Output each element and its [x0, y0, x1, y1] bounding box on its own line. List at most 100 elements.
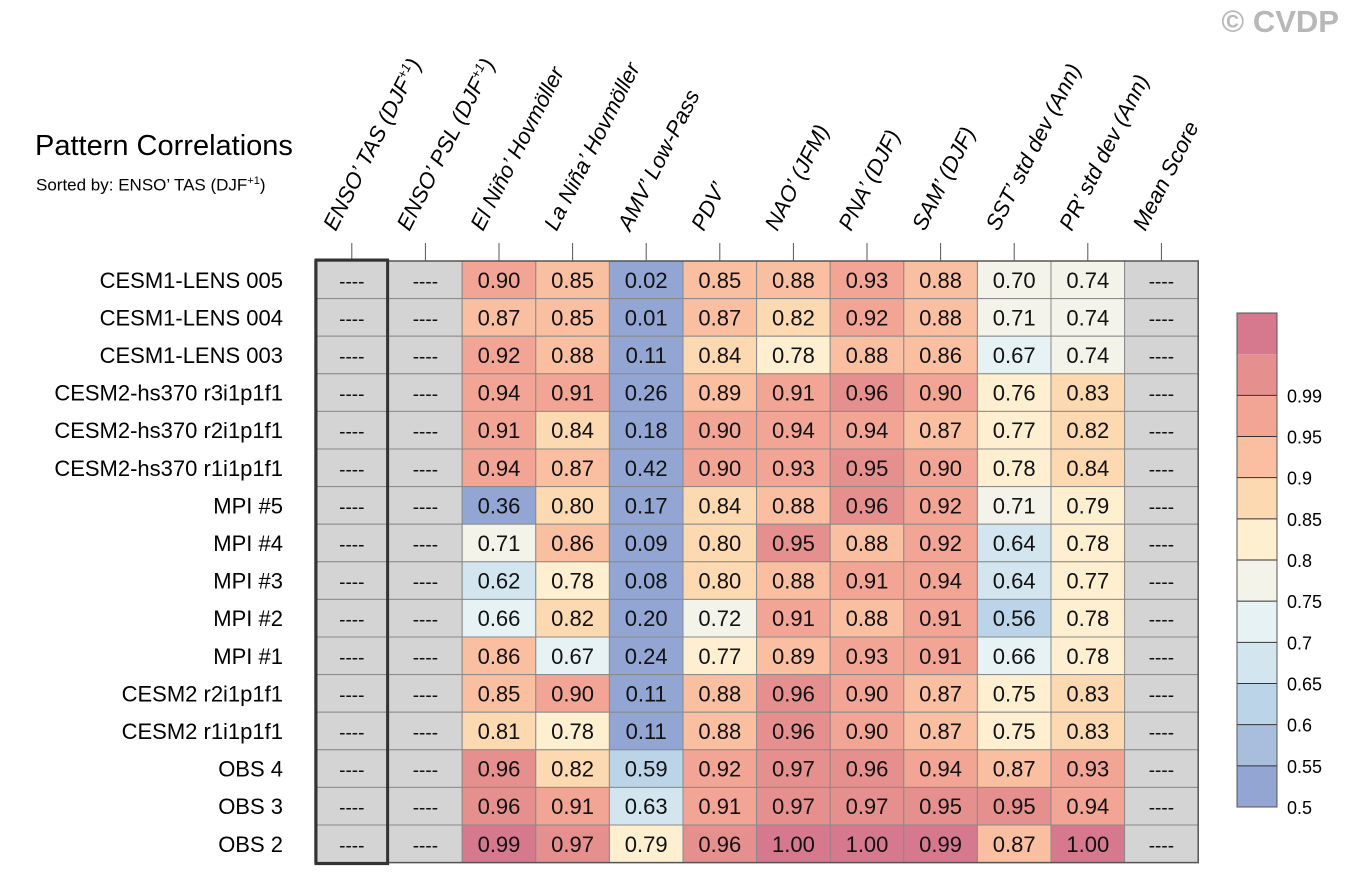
- cell-value: 0.96: [772, 681, 815, 706]
- heatmap-cell: [1050, 260, 1126, 300]
- heatmap-cell: [608, 674, 684, 713]
- cell-value: 0.42: [625, 456, 668, 481]
- heatmap-cell: [388, 448, 463, 488]
- cell-value: 0.88: [846, 606, 889, 631]
- cell-missing-label: ----: [413, 573, 438, 594]
- chart-subtitle: Sorted by: ENSO’ TAS (DJF+1): [36, 175, 266, 196]
- heatmap-cell: [1050, 598, 1126, 638]
- heatmap-cell: [1050, 711, 1126, 751]
- colorbar-label: 0.75: [1287, 592, 1322, 612]
- heatmap-cell: [682, 486, 758, 525]
- cell-value: 0.95: [772, 531, 815, 556]
- cell-missing-label: ----: [413, 685, 438, 706]
- cell-value: 0.82: [551, 757, 594, 782]
- cell-missing-label: ----: [413, 610, 438, 631]
- heatmap-cell: [461, 711, 537, 751]
- colorbar-segment: [1237, 765, 1277, 807]
- cell-value: 0.85: [478, 681, 521, 706]
- cell-missing-label: ----: [413, 385, 438, 406]
- row-label: CESM1-LENS 005: [100, 268, 283, 293]
- heatmap-cell: [388, 523, 463, 563]
- heatmap-cell: [903, 373, 978, 412]
- cell-value: 0.91: [919, 606, 962, 631]
- cell-missing-label: ----: [413, 272, 438, 293]
- cell-missing-label: ----: [413, 836, 438, 857]
- sorted-column-highlight: [314, 258, 390, 866]
- cell-value: 0.92: [698, 757, 741, 782]
- heatmap-cell: [903, 598, 978, 638]
- cell-value: 0.94: [919, 757, 962, 782]
- heatmap-cell: [535, 373, 610, 412]
- cell-missing-label: ----: [339, 535, 364, 556]
- cell-missing-label: ----: [1149, 761, 1174, 782]
- heatmap-cell: [314, 711, 390, 751]
- heatmap-cell: [461, 373, 537, 412]
- cell-value: 0.88: [698, 719, 741, 744]
- heatmap-cell: [461, 410, 537, 450]
- cell-value: 0.93: [1066, 757, 1109, 782]
- column-header: SAM’ (DJF): [907, 123, 980, 235]
- cell-missing-label: ----: [1149, 497, 1174, 518]
- cell-value: 0.64: [993, 569, 1036, 594]
- heatmap-cell: [903, 298, 978, 337]
- cell-value: 0.94: [1066, 794, 1109, 819]
- cell-value: 0.92: [919, 531, 962, 556]
- heatmap-cell: [608, 410, 684, 450]
- heatmap-cell: [314, 749, 390, 788]
- cell-value: 0.75: [993, 719, 1036, 744]
- cell-missing-label: ----: [339, 761, 364, 782]
- cell-value: 0.87: [993, 832, 1036, 857]
- row-label: CESM2-hs370 r2i1p1f1: [54, 418, 283, 443]
- heatmap-cell: [756, 373, 831, 412]
- cell-value: 0.99: [478, 832, 521, 857]
- cell-value: 0.83: [1066, 381, 1109, 406]
- cell-value: 0.97: [846, 794, 889, 819]
- cell-value: 0.91: [919, 644, 962, 669]
- heatmap-cell: [461, 636, 537, 676]
- heatmap-cell: [535, 786, 610, 826]
- cell-value: 0.87: [993, 757, 1036, 782]
- cell-missing-label: ----: [1149, 385, 1174, 406]
- cell-value: 0.66: [478, 606, 521, 631]
- heatmap-cell: [903, 448, 978, 488]
- heatmap-cell: [829, 636, 905, 676]
- cell-value: 0.24: [625, 644, 668, 669]
- heatmap-cell: [756, 824, 831, 864]
- heatmap-cell: [535, 335, 610, 375]
- cell-value: 0.67: [993, 343, 1036, 368]
- heatmap-cell: [388, 486, 463, 525]
- cell-value: 0.94: [919, 569, 962, 594]
- cell-missing-label: ----: [413, 422, 438, 443]
- cell-missing-label: ----: [413, 460, 438, 481]
- cell-value: 0.66: [993, 644, 1036, 669]
- subtitle-superscript: +1: [247, 175, 260, 187]
- heatmap-cell: [1050, 486, 1126, 525]
- heatmap-cell: [314, 561, 390, 600]
- cell-value: 0.70: [993, 268, 1036, 293]
- heatmap-cell: [608, 749, 684, 788]
- heatmap-cell: [314, 636, 390, 676]
- cell-value: 0.79: [1066, 493, 1109, 518]
- heatmap-cell: [756, 260, 831, 300]
- cell-value: 0.88: [551, 343, 594, 368]
- heatmap-cell: [608, 786, 684, 826]
- cell-value: 0.90: [919, 456, 962, 481]
- heatmap-cell: [756, 749, 831, 788]
- cell-value: 0.89: [698, 381, 741, 406]
- cell-value: 0.87: [919, 719, 962, 744]
- cell-value: 0.91: [551, 794, 594, 819]
- cell-missing-label: ----: [413, 723, 438, 744]
- heatmap-cell: [976, 674, 1052, 713]
- heatmap-cell: [461, 598, 537, 638]
- cell-value: 0.87: [698, 305, 741, 330]
- cell-value: 0.88: [772, 268, 815, 293]
- cell-missing-label: ----: [339, 347, 364, 368]
- heatmap-cell: [388, 824, 463, 864]
- cell-value: 0.88: [846, 531, 889, 556]
- cell-value: 0.01: [625, 305, 668, 330]
- cell-value: 0.62: [478, 569, 521, 594]
- cell-value: 0.94: [478, 381, 521, 406]
- cell-value: 0.78: [1066, 606, 1109, 631]
- cell-value: 0.91: [698, 794, 741, 819]
